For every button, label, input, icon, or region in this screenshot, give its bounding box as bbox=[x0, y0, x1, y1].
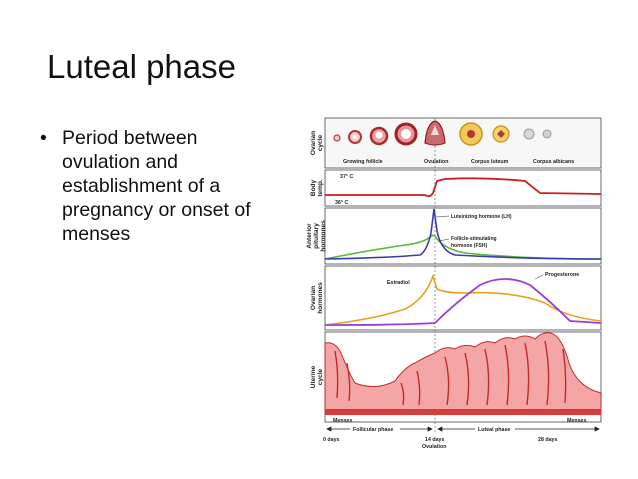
lh-curve bbox=[324, 208, 602, 260]
menses-label: Menses bbox=[333, 418, 352, 424]
day-label: 0 days bbox=[323, 437, 340, 443]
bullet-line: ovulation and bbox=[62, 151, 179, 173]
phase-label-bg bbox=[350, 425, 400, 433]
bullet-list: • Period between ovulation and establish… bbox=[40, 126, 290, 246]
body-temp-panel bbox=[324, 169, 602, 207]
estradiol-label: Estradiol bbox=[387, 280, 410, 286]
bullet-line: pregnancy or onset of bbox=[62, 199, 251, 221]
bullet-item: • Period between ovulation and establish… bbox=[40, 126, 290, 246]
fsh-curve bbox=[324, 234, 602, 260]
follicle-label: Corpus luteum bbox=[471, 159, 509, 165]
progesterone-curve bbox=[324, 278, 602, 326]
progesterone-label: Progesterone bbox=[545, 272, 579, 278]
ovarian-cycle-label: Ovariancycle bbox=[310, 131, 324, 155]
estradiol-curve bbox=[324, 273, 602, 326]
bullet-line: Period between bbox=[62, 127, 198, 149]
fsh-label: Follicle-stimulating bbox=[451, 236, 497, 242]
body-temp-line bbox=[325, 177, 602, 198]
uterine-cycle-label: Uterinecycle bbox=[310, 365, 324, 388]
follicle-label: Ovulation bbox=[424, 159, 448, 165]
temp-label: 37° C bbox=[340, 174, 353, 180]
luteal-phase-label: Luteal phase bbox=[478, 427, 510, 433]
body-temp-label: Bodytemp. bbox=[310, 179, 324, 197]
temp-label: 36° C bbox=[335, 200, 348, 206]
slide-title: Luteal phase bbox=[47, 48, 236, 85]
bullet-line: menses bbox=[62, 223, 131, 245]
follicle-label: Growing follicle bbox=[343, 159, 383, 165]
fsh-label-line2: hormone (FSH) bbox=[451, 243, 487, 249]
follicular-phase-label: Follicular phase bbox=[353, 427, 393, 433]
day-label: 28 days bbox=[538, 437, 557, 443]
uterine-base bbox=[325, 409, 601, 415]
uterine-glands bbox=[334, 340, 567, 406]
endometrium-shape bbox=[324, 332, 602, 412]
day-label: 14 days bbox=[425, 437, 444, 443]
pituitary-label: Anteriorpituitaryhormones bbox=[306, 220, 327, 252]
lh-label: Luteinizing hormone (LH) bbox=[451, 214, 512, 220]
phase-arrows bbox=[326, 426, 600, 432]
follicle-drawings bbox=[333, 120, 552, 146]
menstrual-cycle-diagram: Ovariancycle Bodytemp. Anteriorpituitary… bbox=[306, 117, 602, 450]
menses-label: Menses bbox=[567, 418, 586, 424]
bullet-dot-icon: • bbox=[40, 127, 47, 149]
phase-label-bg bbox=[475, 425, 515, 433]
ovulation-day-label: Ovulation bbox=[422, 444, 446, 450]
bullet-line: establishment of a bbox=[62, 175, 221, 197]
follicle-label: Corpus albicans bbox=[533, 159, 574, 165]
ovarian-hormones-label: Ovarianhormones bbox=[310, 282, 324, 314]
